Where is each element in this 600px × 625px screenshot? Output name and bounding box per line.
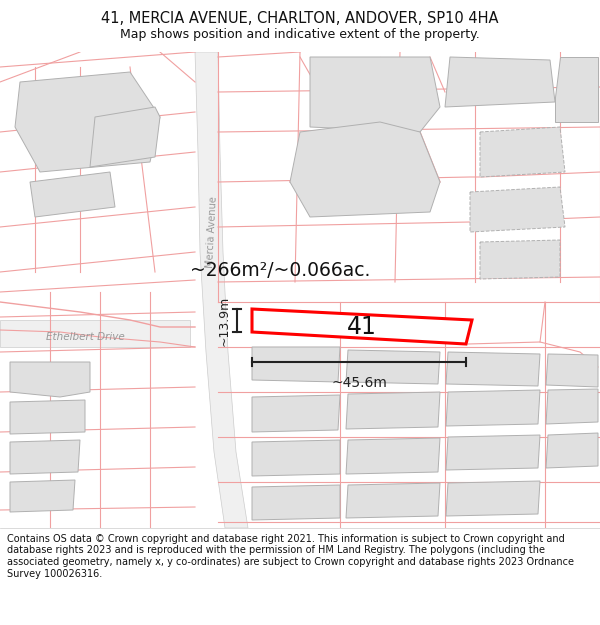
Polygon shape	[446, 435, 540, 470]
Polygon shape	[252, 395, 340, 432]
Text: Map shows position and indicative extent of the property.: Map shows position and indicative extent…	[120, 28, 480, 41]
Polygon shape	[195, 52, 248, 528]
Text: Contains OS data © Crown copyright and database right 2021. This information is : Contains OS data © Crown copyright and d…	[7, 534, 574, 579]
Polygon shape	[310, 57, 440, 132]
Polygon shape	[252, 440, 340, 476]
Polygon shape	[546, 389, 598, 424]
Polygon shape	[252, 347, 340, 382]
Text: Ethelbert Drive: Ethelbert Drive	[46, 332, 124, 342]
Polygon shape	[445, 57, 555, 107]
Polygon shape	[446, 390, 540, 426]
Text: Mercia Avenue: Mercia Avenue	[205, 196, 219, 268]
Polygon shape	[30, 172, 115, 217]
Polygon shape	[546, 354, 598, 387]
Polygon shape	[346, 392, 440, 429]
Text: 41, MERCIA AVENUE, CHARLTON, ANDOVER, SP10 4HA: 41, MERCIA AVENUE, CHARLTON, ANDOVER, SP…	[101, 11, 499, 26]
Polygon shape	[480, 127, 565, 177]
Polygon shape	[470, 187, 565, 232]
Polygon shape	[480, 240, 560, 279]
Text: 41: 41	[347, 315, 377, 339]
Polygon shape	[10, 440, 80, 474]
Text: ~13.9m: ~13.9m	[218, 296, 231, 346]
Polygon shape	[252, 485, 340, 520]
Polygon shape	[555, 57, 598, 122]
Polygon shape	[346, 483, 440, 518]
Text: ~45.6m: ~45.6m	[331, 376, 387, 390]
Polygon shape	[10, 362, 90, 397]
Polygon shape	[10, 400, 85, 434]
Polygon shape	[546, 433, 598, 468]
Polygon shape	[252, 309, 472, 344]
Polygon shape	[346, 350, 440, 384]
Text: ~266m²/~0.066ac.: ~266m²/~0.066ac.	[190, 261, 370, 279]
Polygon shape	[290, 122, 440, 217]
Polygon shape	[90, 107, 160, 167]
Polygon shape	[10, 480, 75, 512]
Polygon shape	[15, 72, 160, 172]
Polygon shape	[446, 352, 540, 386]
Polygon shape	[346, 438, 440, 474]
Polygon shape	[0, 320, 190, 347]
Polygon shape	[446, 481, 540, 516]
